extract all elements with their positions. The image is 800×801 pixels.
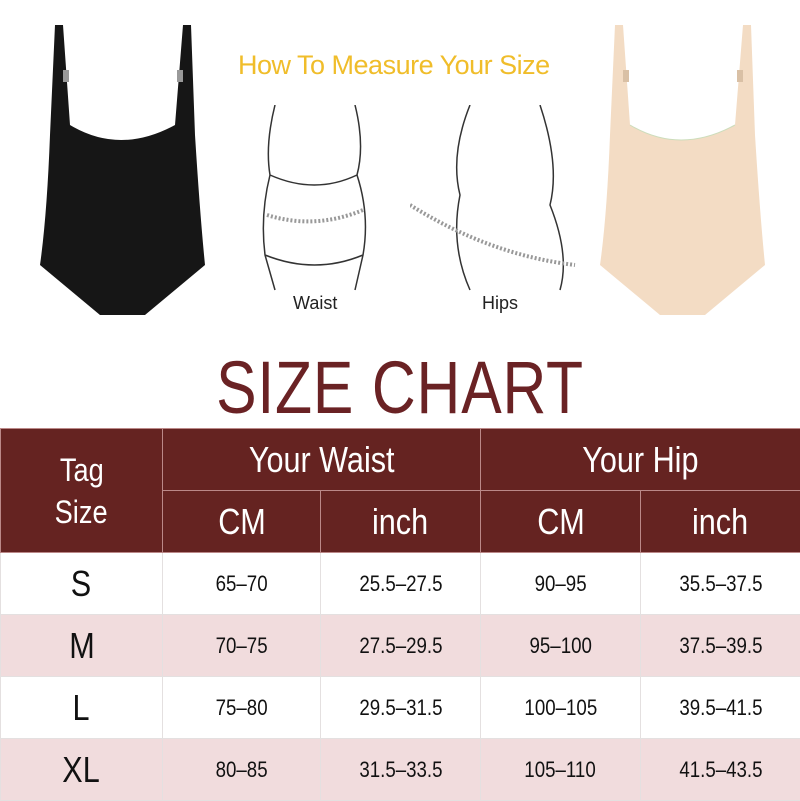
- hips-label: Hips: [482, 293, 518, 314]
- hips-illustration: [410, 105, 590, 295]
- size-cell: S: [1, 553, 163, 615]
- value-cell: 37.5–39.5: [641, 615, 800, 677]
- value-cell: 41.5–43.5: [641, 739, 800, 801]
- size-cell: L: [1, 677, 163, 739]
- unit-header: inch: [641, 491, 800, 553]
- unit-header: CM: [481, 491, 641, 553]
- waist-illustration: [245, 105, 395, 295]
- value-cell: 105–110: [481, 739, 641, 801]
- beige-bodysuit-image: [585, 15, 780, 340]
- unit-header: CM: [163, 491, 321, 553]
- value-cell: 80–85: [163, 739, 321, 801]
- value-cell: 95–100: [481, 615, 641, 677]
- value-cell: 100–105: [481, 677, 641, 739]
- table-row: M 70–75 27.5–29.5 95–100 37.5–39.5: [1, 615, 800, 677]
- value-cell: 70–75: [163, 615, 321, 677]
- waist-group-header: Your Waist: [163, 429, 481, 491]
- unit-header: inch: [321, 491, 481, 553]
- value-cell: 90–95: [481, 553, 641, 615]
- size-cell: XL: [1, 739, 163, 801]
- value-cell: 35.5–37.5: [641, 553, 800, 615]
- hip-group-header: Your Hip: [481, 429, 800, 491]
- table-row: S 65–70 25.5–27.5 90–95 35.5–37.5: [1, 553, 800, 615]
- size-chart-title: SIZE CHART: [72, 348, 728, 428]
- measure-title: How To Measure Your Size: [238, 50, 588, 81]
- value-cell: 25.5–27.5: [321, 553, 481, 615]
- value-cell: 39.5–41.5: [641, 677, 800, 739]
- value-cell: 27.5–29.5: [321, 615, 481, 677]
- value-cell: 29.5–31.5: [321, 677, 481, 739]
- table-row: L 75–80 29.5–31.5 100–105 39.5–41.5: [1, 677, 800, 739]
- waist-label: Waist: [293, 293, 337, 314]
- value-cell: 31.5–33.5: [321, 739, 481, 801]
- table-row: XL 80–85 31.5–33.5 105–110 41.5–43.5: [1, 739, 800, 801]
- value-cell: 75–80: [163, 677, 321, 739]
- value-cell: 65–70: [163, 553, 321, 615]
- black-bodysuit-image: [25, 15, 220, 340]
- size-cell: M: [1, 615, 163, 677]
